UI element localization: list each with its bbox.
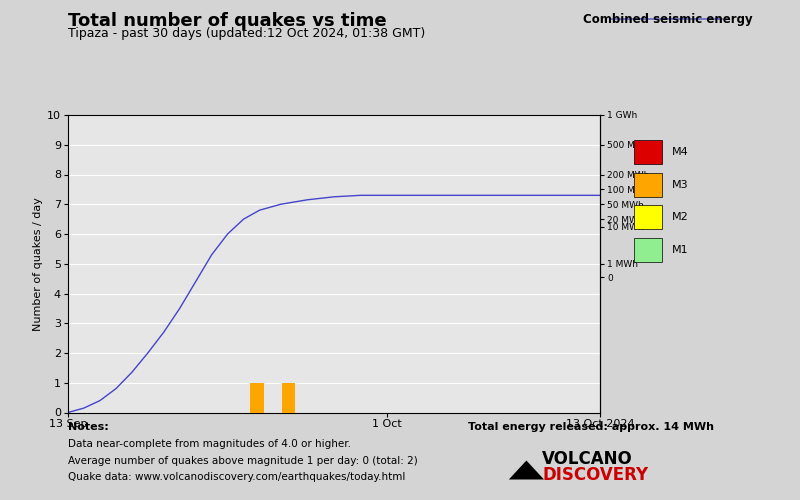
Text: Tipaza - past 30 days (updated:12 Oct 2024, 01:38 GMT): Tipaza - past 30 days (updated:12 Oct 20… (68, 28, 426, 40)
Bar (282, 383, 295, 412)
Text: VOLCANO: VOLCANO (542, 450, 633, 468)
Text: Data near-complete from magnitudes of 4.0 or higher.: Data near-complete from magnitudes of 4.… (68, 439, 351, 449)
Text: Total number of quakes vs time: Total number of quakes vs time (68, 12, 386, 30)
Text: M1: M1 (672, 244, 689, 254)
Text: M3: M3 (672, 180, 689, 190)
Text: Quake data: www.volcanodiscovery.com/earthquakes/today.html: Quake data: www.volcanodiscovery.com/ear… (68, 472, 406, 482)
Text: M2: M2 (672, 212, 689, 222)
Bar (250, 383, 263, 412)
Text: Combined seismic energy: Combined seismic energy (583, 12, 753, 26)
Text: M4: M4 (672, 147, 689, 157)
Text: Notes:: Notes: (68, 422, 109, 432)
Y-axis label: Number of quakes / day: Number of quakes / day (33, 197, 43, 330)
Text: Average number of quakes above magnitude 1 per day: 0 (total: 2): Average number of quakes above magnitude… (68, 456, 418, 466)
Text: Total energy released: approx. 14 MWh: Total energy released: approx. 14 MWh (468, 422, 714, 432)
Text: DISCOVERY: DISCOVERY (542, 466, 649, 484)
